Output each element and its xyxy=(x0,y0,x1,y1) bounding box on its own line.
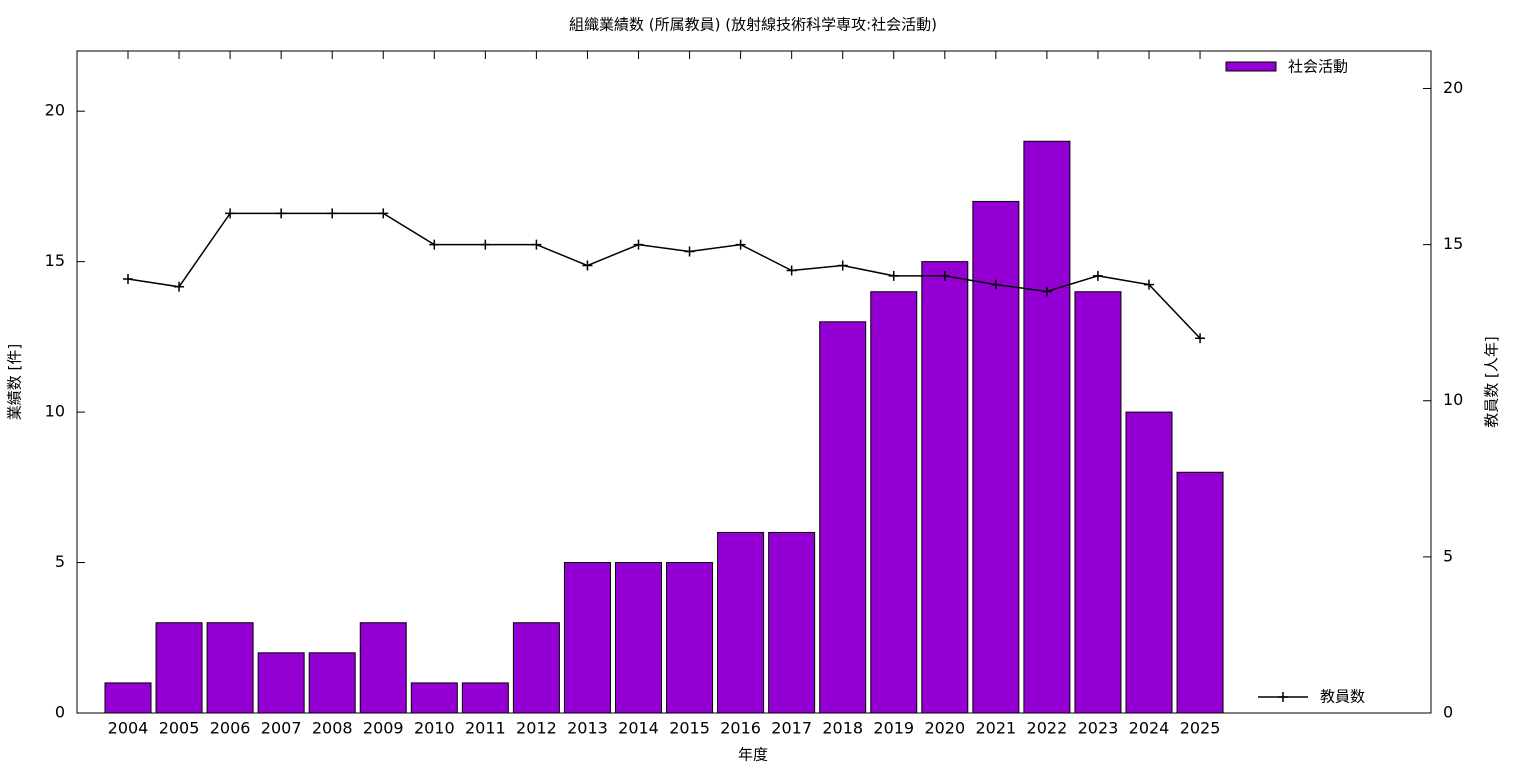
point-marker xyxy=(786,265,797,276)
x-tick-label: 2024 xyxy=(1129,719,1170,738)
y-tick-label: 20 xyxy=(45,101,65,120)
legend-swatch xyxy=(1225,61,1277,72)
point-marker xyxy=(429,239,440,250)
bar xyxy=(768,531,816,714)
y2-axis-label: 教員数 [人年] xyxy=(1483,336,1501,427)
bar xyxy=(615,562,662,714)
point-marker xyxy=(837,260,848,271)
x-tick-label: 2023 xyxy=(1078,719,1119,738)
point-marker xyxy=(327,208,338,219)
y2-tick-label: 0 xyxy=(1443,703,1453,722)
x-tick-label: 2015 xyxy=(669,719,710,738)
x-tick-label: 2022 xyxy=(1027,719,1068,738)
bar xyxy=(410,682,458,714)
chart-title: 組織業績数 (所属教員) (放射線技術科学専攻:社会活動) xyxy=(569,16,937,34)
bar xyxy=(155,622,203,714)
bar xyxy=(206,622,254,714)
x-tick-label: 2025 xyxy=(1180,719,1221,738)
bar xyxy=(870,291,918,714)
point-marker xyxy=(1041,286,1052,297)
bar xyxy=(359,622,407,714)
bar xyxy=(461,682,509,714)
x-tick-label: 2019 xyxy=(873,719,914,738)
point-marker xyxy=(633,239,644,250)
x-tick-label: 2014 xyxy=(618,719,659,738)
x-tick-label: 2017 xyxy=(771,719,812,738)
x-tick-label: 2009 xyxy=(363,719,404,738)
x-tick-label: 2010 xyxy=(414,719,455,738)
point-marker xyxy=(378,208,389,219)
point-marker xyxy=(276,208,287,219)
y-tick-label: 10 xyxy=(45,402,65,421)
bar xyxy=(563,562,611,714)
x-axis-label: 年度 xyxy=(738,746,768,764)
y-tick-label: 15 xyxy=(45,251,65,270)
legend-label: 社会活動 xyxy=(1288,58,1348,76)
bar xyxy=(308,652,356,714)
x-tick-label: 2004 xyxy=(108,719,149,738)
point-marker xyxy=(939,270,950,281)
point-marker xyxy=(1144,279,1154,290)
bar xyxy=(1074,291,1122,714)
point-marker xyxy=(531,239,542,250)
bar xyxy=(257,652,305,714)
y2-tick-label: 15 xyxy=(1443,234,1463,253)
bar xyxy=(921,261,969,714)
point-marker xyxy=(990,279,1001,290)
x-tick-label: 2020 xyxy=(924,719,965,738)
point-marker xyxy=(225,208,236,219)
bar xyxy=(1125,411,1173,714)
point-marker xyxy=(888,270,899,281)
y2-tick-label: 20 xyxy=(1443,78,1463,97)
line xyxy=(127,212,1201,339)
x-tick-label: 2007 xyxy=(261,719,302,738)
bar xyxy=(972,200,1020,714)
point-marker xyxy=(480,239,491,250)
bar xyxy=(819,321,867,714)
point-marker xyxy=(684,246,695,257)
x-tick-label: 2013 xyxy=(567,719,608,738)
legend-label: 教員数 xyxy=(1320,688,1365,706)
x-tick-label: 2006 xyxy=(210,719,251,738)
x-tick-label: 2016 xyxy=(720,719,761,738)
x-tick-label: 2021 xyxy=(975,719,1016,738)
point-marker xyxy=(1092,270,1103,281)
x-tick-label: 2011 xyxy=(465,719,506,738)
y-tick-label: 5 xyxy=(55,552,65,571)
x-tick-label: 2018 xyxy=(822,719,863,738)
bar xyxy=(666,562,714,714)
x-tick-label: 2008 xyxy=(312,719,353,738)
y-tick-label: 0 xyxy=(55,703,65,722)
bar xyxy=(1023,140,1071,714)
bar xyxy=(104,682,152,714)
point-marker xyxy=(735,239,746,250)
y2-tick-label: 5 xyxy=(1443,546,1453,565)
point-marker xyxy=(582,260,593,271)
point-marker xyxy=(174,281,185,292)
point-marker xyxy=(1195,333,1206,344)
x-tick-label: 2005 xyxy=(159,719,200,738)
legend-marker xyxy=(1278,692,1288,702)
bar xyxy=(717,531,765,714)
point-marker xyxy=(123,273,133,284)
bar xyxy=(512,622,560,714)
bar xyxy=(1176,471,1224,714)
x-tick-label: 2012 xyxy=(516,719,557,738)
y-axis-label: 業績数 [件] xyxy=(6,344,24,420)
y2-tick-label: 10 xyxy=(1443,390,1463,409)
